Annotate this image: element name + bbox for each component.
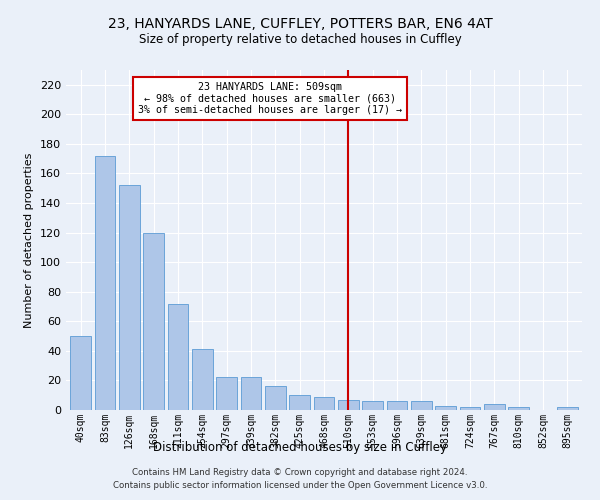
Bar xyxy=(314,396,334,410)
Bar xyxy=(484,404,505,410)
Text: 23, HANYARDS LANE, CUFFLEY, POTTERS BAR, EN6 4AT: 23, HANYARDS LANE, CUFFLEY, POTTERS BAR,… xyxy=(107,18,493,32)
Text: 23 HANYARDS LANE: 509sqm
← 98% of detached houses are smaller (663)
3% of semi-d: 23 HANYARDS LANE: 509sqm ← 98% of detach… xyxy=(139,82,403,115)
Bar xyxy=(289,395,310,410)
Bar xyxy=(192,350,212,410)
Bar xyxy=(119,186,140,410)
Y-axis label: Number of detached properties: Number of detached properties xyxy=(25,152,34,328)
Bar xyxy=(216,378,237,410)
Bar xyxy=(557,407,578,410)
Text: Contains HM Land Registry data © Crown copyright and database right 2024.: Contains HM Land Registry data © Crown c… xyxy=(132,468,468,477)
Bar xyxy=(460,407,481,410)
Bar xyxy=(338,400,359,410)
Bar xyxy=(362,401,383,410)
Bar xyxy=(411,401,432,410)
Bar xyxy=(436,406,456,410)
Bar xyxy=(95,156,115,410)
Bar xyxy=(386,401,407,410)
Text: Contains public sector information licensed under the Open Government Licence v3: Contains public sector information licen… xyxy=(113,480,487,490)
Bar xyxy=(508,407,529,410)
Text: Distribution of detached houses by size in Cuffley: Distribution of detached houses by size … xyxy=(153,441,447,454)
Bar xyxy=(167,304,188,410)
Bar xyxy=(143,232,164,410)
Bar xyxy=(265,386,286,410)
Bar xyxy=(241,378,262,410)
Bar xyxy=(70,336,91,410)
Text: Size of property relative to detached houses in Cuffley: Size of property relative to detached ho… xyxy=(139,32,461,46)
